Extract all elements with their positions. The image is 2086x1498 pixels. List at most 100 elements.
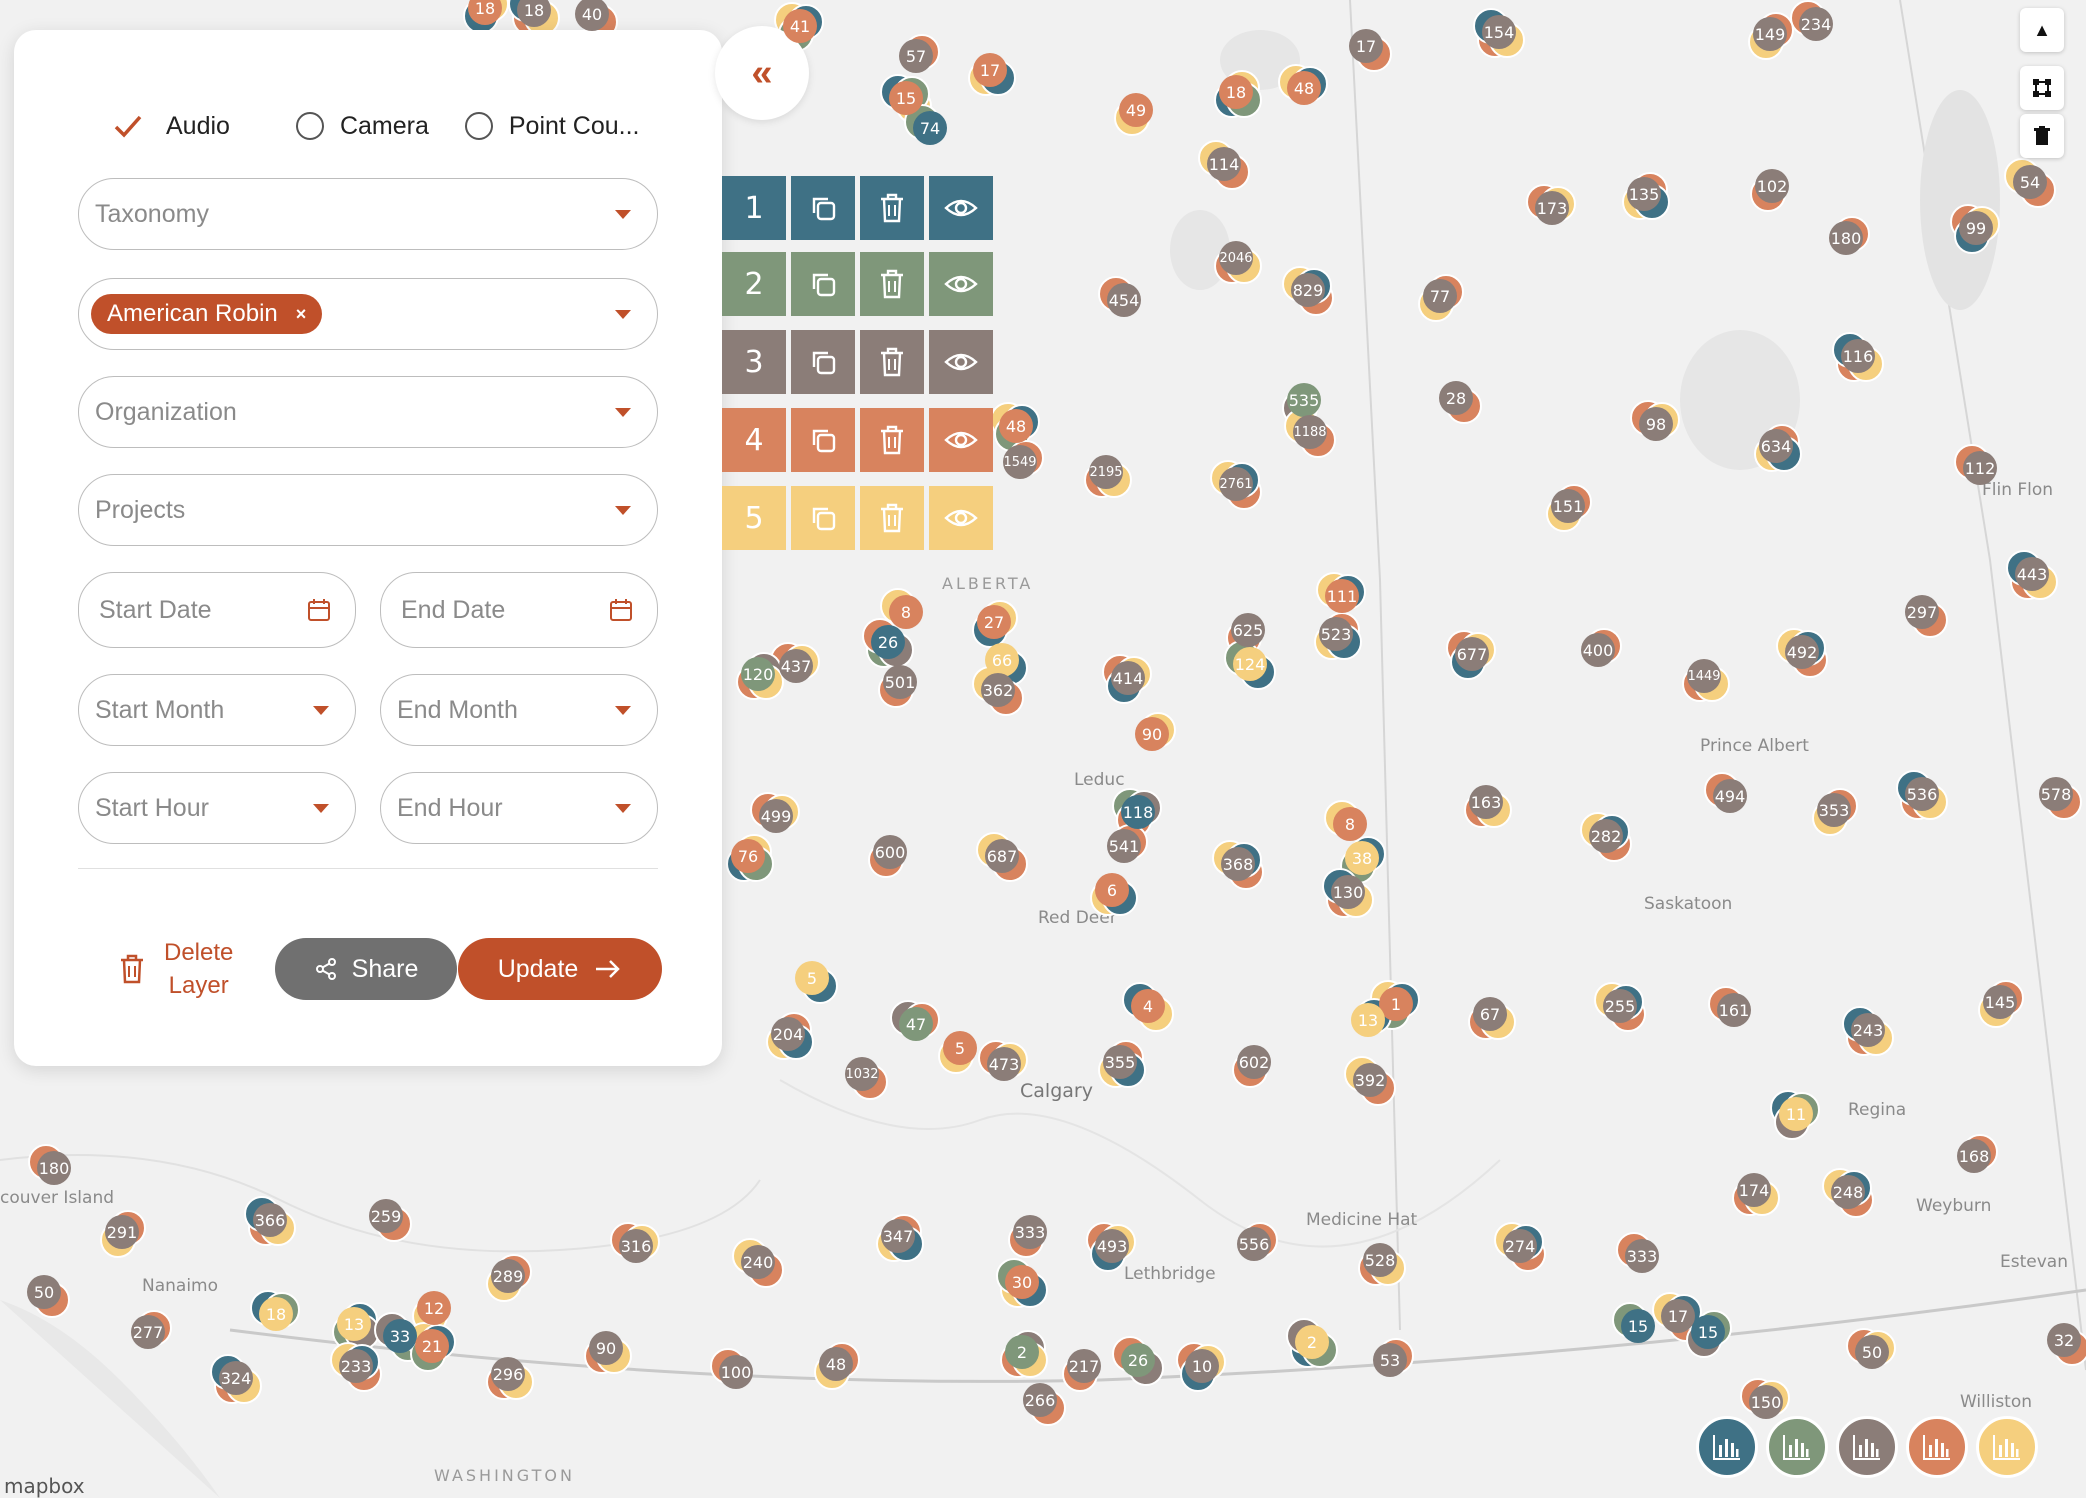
- start-date-input[interactable]: Start Date: [78, 572, 356, 648]
- cluster-marker[interactable]: 255: [1594, 982, 1646, 1032]
- layer-chart-button[interactable]: [1906, 1416, 1968, 1478]
- cluster-marker[interactable]: 578: [2033, 771, 2082, 820]
- taxonomy-select[interactable]: Taxonomy: [78, 178, 658, 250]
- cluster-marker[interactable]: 291: [99, 1209, 146, 1258]
- toggle-visibility-button[interactable]: [929, 252, 993, 316]
- cluster-marker[interactable]: 174: [1731, 1167, 1780, 1216]
- cluster-marker[interactable]: 217: [1061, 1343, 1107, 1392]
- layer-number[interactable]: 2: [722, 252, 786, 316]
- update-button[interactable]: Update: [458, 938, 662, 1000]
- cluster-marker[interactable]: 523: [1313, 611, 1362, 660]
- cluster-marker[interactable]: 677: [1446, 630, 1496, 680]
- cluster-marker[interactable]: 2761: [1210, 460, 1262, 510]
- cluster-marker[interactable]: 494: [1704, 772, 1753, 819]
- cluster-marker[interactable]: 2: [1286, 1318, 1338, 1368]
- layer-chart-button[interactable]: [1836, 1416, 1898, 1478]
- cluster-marker[interactable]: 154: [1473, 8, 1525, 58]
- cluster-marker[interactable]: 11: [1770, 1090, 1820, 1140]
- cluster-marker[interactable]: 173: [1526, 184, 1576, 231]
- cluster-marker[interactable]: 168: [1951, 1133, 1998, 1179]
- share-button[interactable]: Share: [275, 938, 457, 1000]
- cluster-marker[interactable]: 687: [976, 832, 1028, 882]
- cluster-marker[interactable]: 47: [890, 1000, 940, 1047]
- cluster-marker[interactable]: 8: [880, 588, 929, 635]
- cluster-marker[interactable]: 443: [2006, 550, 2058, 600]
- cluster-marker[interactable]: 1549: [997, 439, 1044, 485]
- cluster-marker[interactable]: 48: [1278, 64, 1328, 111]
- cluster-marker[interactable]: 76: [725, 833, 774, 882]
- cluster-marker[interactable]: 362: [972, 666, 1024, 716]
- cluster-marker[interactable]: 54: [2004, 158, 2056, 208]
- cluster-marker[interactable]: 333: [1616, 1232, 1665, 1279]
- cluster-marker[interactable]: 6: [1089, 867, 1138, 916]
- layer-chart-button[interactable]: [1766, 1416, 1828, 1478]
- cluster-marker[interactable]: 493: [1086, 1222, 1136, 1272]
- cluster-marker[interactable]: 234: [1790, 0, 1839, 47]
- cluster-marker[interactable]: 266: [1017, 1377, 1066, 1426]
- cluster-marker[interactable]: 492: [1776, 628, 1828, 678]
- cluster-marker[interactable]: 1449: [1681, 653, 1730, 702]
- cluster-marker[interactable]: 233: [330, 1342, 382, 1392]
- copy-layer-button[interactable]: [791, 330, 855, 394]
- cluster-marker[interactable]: 5: [789, 955, 838, 1004]
- cluster-marker[interactable]: 90: [1129, 711, 1176, 757]
- cluster-marker[interactable]: 355: [1097, 1039, 1146, 1088]
- cluster-marker[interactable]: 15: [1612, 1302, 1661, 1349]
- cluster-marker[interactable]: 277: [125, 1309, 172, 1355]
- cluster-marker[interactable]: 353: [1811, 787, 1858, 836]
- cluster-marker[interactable]: 15: [1685, 1309, 1732, 1358]
- cluster-marker[interactable]: 499: [750, 792, 800, 839]
- copy-layer-button[interactable]: [791, 408, 855, 472]
- cluster-marker[interactable]: 27: [971, 599, 1018, 648]
- cluster-marker[interactable]: 114: [1198, 140, 1250, 190]
- cluster-marker[interactable]: 30: [996, 1258, 1048, 1308]
- delete-layer-icon-button[interactable]: [860, 176, 924, 240]
- chip-remove-icon[interactable]: ×: [295, 303, 307, 324]
- cluster-marker[interactable]: 18: [250, 1290, 300, 1337]
- copy-layer-button[interactable]: [791, 486, 855, 550]
- cluster-marker[interactable]: 26: [862, 618, 914, 668]
- cluster-marker[interactable]: 26: [1112, 1336, 1164, 1386]
- cluster-marker[interactable]: 274: [1494, 1222, 1546, 1272]
- cluster-marker[interactable]: 111: [1316, 572, 1366, 619]
- cluster-marker[interactable]: 556: [1231, 1221, 1278, 1267]
- cluster-marker[interactable]: 149: [1747, 11, 1794, 60]
- cluster-marker[interactable]: 366: [244, 1196, 296, 1246]
- delete-layer-button[interactable]: Delete Layer: [118, 936, 233, 1002]
- copy-layer-button[interactable]: [791, 252, 855, 316]
- cluster-marker[interactable]: 10: [1176, 1342, 1226, 1392]
- cluster-marker[interactable]: 536: [1896, 770, 1948, 820]
- delete-layer-icon-button[interactable]: [860, 408, 924, 472]
- cluster-marker[interactable]: 48: [813, 1341, 860, 1390]
- cluster-marker[interactable]: 602: [1231, 1039, 1277, 1088]
- cluster-marker[interactable]: 130: [1322, 868, 1374, 918]
- cluster-marker[interactable]: 77: [1417, 273, 1464, 322]
- cluster-marker[interactable]: 437: [770, 642, 820, 689]
- cluster-marker[interactable]: 102: [1749, 163, 1795, 212]
- layer-number[interactable]: 5: [722, 486, 786, 550]
- cluster-marker[interactable]: 1188: [1284, 408, 1336, 458]
- cluster-marker[interactable]: 414: [1102, 654, 1152, 704]
- cluster-marker[interactable]: 18: [508, 0, 560, 36]
- delete-shape-button[interactable]: [2020, 114, 2064, 158]
- cluster-marker[interactable]: 400: [1575, 627, 1622, 673]
- toggle-visibility-button[interactable]: [929, 176, 993, 240]
- layer-chart-button[interactable]: [1696, 1416, 1758, 1478]
- cluster-marker[interactable]: 17: [967, 47, 1016, 96]
- cluster-marker[interactable]: 4: [1122, 982, 1174, 1032]
- cluster-marker[interactable]: 53: [1367, 1337, 1414, 1383]
- cluster-marker[interactable]: 1032: [839, 1051, 888, 1100]
- cluster-marker[interactable]: 161: [1708, 986, 1757, 1033]
- end-date-input[interactable]: End Date: [380, 572, 658, 648]
- cluster-marker[interactable]: 120: [735, 651, 784, 700]
- cluster-marker[interactable]: 259: [363, 1193, 412, 1242]
- cluster-marker[interactable]: 116: [1832, 332, 1884, 382]
- cluster-marker[interactable]: 541: [1101, 823, 1148, 869]
- cluster-marker[interactable]: 90: [583, 1325, 632, 1374]
- cluster-marker[interactable]: 57: [893, 33, 940, 79]
- cluster-marker[interactable]: 28: [1433, 375, 1482, 424]
- organization-select[interactable]: Organization: [78, 376, 658, 448]
- cluster-marker[interactable]: 17: [1343, 23, 1392, 72]
- cluster-marker[interactable]: 180: [1823, 215, 1870, 261]
- cluster-marker[interactable]: 333: [1007, 1209, 1053, 1258]
